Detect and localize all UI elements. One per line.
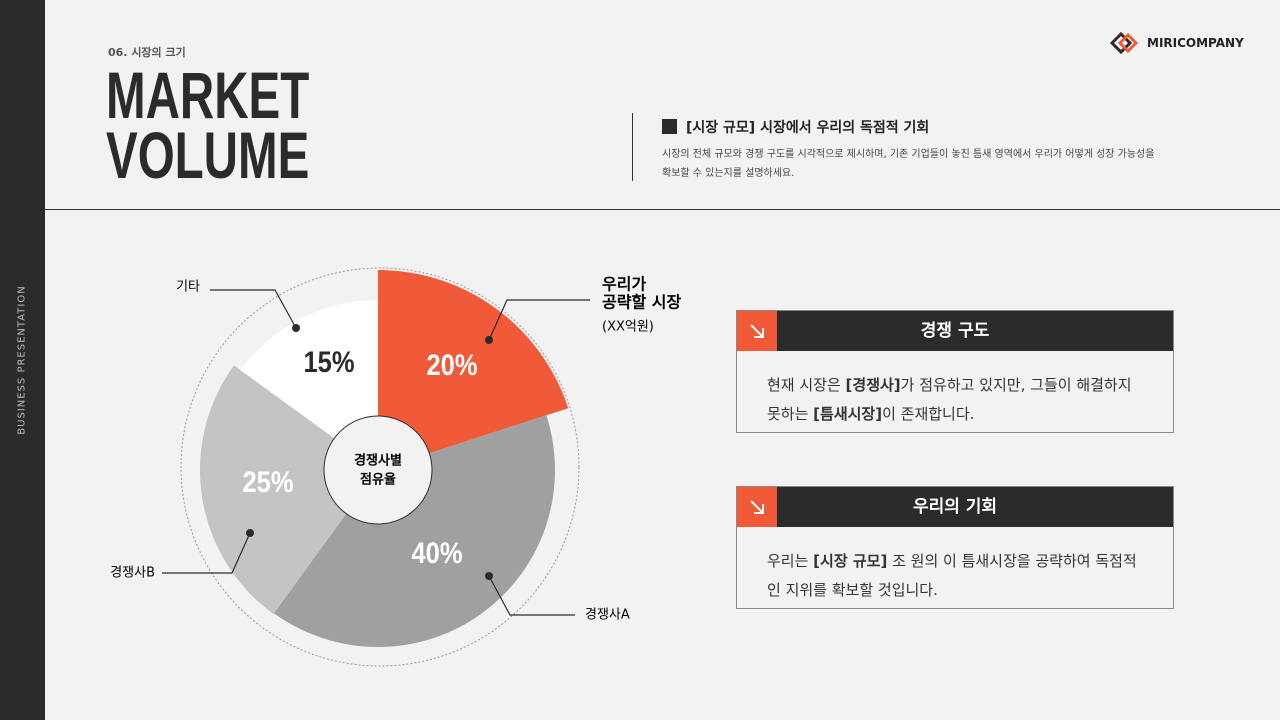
leader-dot: [292, 324, 300, 332]
intro-body: 시장의 전체 규모와 경쟁 구도를 시각적으로 제시하며, 기존 기업들이 놓친…: [662, 149, 1155, 179]
card-text: 우리는: [767, 552, 814, 570]
category-label: 경쟁사A: [585, 608, 630, 623]
card-text: [틈새시장]: [813, 405, 883, 423]
intro-title: [시장 규모] 시장에서 우리의 독점적 기회: [662, 117, 929, 137]
card-header: 경쟁 구도: [737, 311, 1173, 351]
arrow-icon: [750, 324, 764, 338]
card-body: 우리는 [시장 규모] 조 원의 이 틈새시장을 공략하여 독점적인 지위를 확…: [737, 527, 1173, 608]
pie-slice: [378, 270, 569, 470]
leader-line: [210, 289, 297, 329]
value-label: 40%: [411, 536, 462, 569]
pie-slice: [273, 415, 555, 647]
sidebar-text: BUSINESS PRESENTATION: [16, 285, 28, 435]
divider: [45, 209, 1280, 210]
category-label: 경쟁사B: [110, 566, 155, 581]
title: VOLUME: [106, 118, 310, 192]
leader-line: [162, 532, 251, 574]
sidebar: BUSINESS PRESENTATION: [0, 0, 45, 720]
leader-dot: [246, 529, 254, 537]
card-text: [시장 규모]: [813, 552, 888, 570]
category-note: (XX억원): [602, 320, 654, 335]
card-text: [경쟁사]: [845, 376, 901, 394]
card-icon: [737, 311, 777, 351]
leader-dot: [485, 572, 493, 580]
card-header: 우리의 기회: [737, 487, 1173, 527]
logo-text: MIRICOMPANY: [1147, 36, 1244, 50]
center-label: 경쟁사별: [354, 453, 402, 469]
value-label: 20%: [426, 348, 477, 381]
leader-line: [488, 575, 575, 616]
logo-icon: [1109, 31, 1139, 55]
pie-slice: [240, 300, 378, 470]
title: MARKET: [106, 58, 310, 132]
card-text: 조 원의 이 틈새시장을 공략하여 독점적인 지위를 확보할 것입니다.: [767, 552, 1137, 599]
guide-circle: [180, 267, 580, 667]
section-label: 06. 시장의 크기: [108, 46, 186, 59]
card-text: 이 존재합니다.: [882, 405, 975, 423]
card-body: 현재 시장은 [경쟁사]가 점유하고 있지만, 그들이 해결하지 못하는 [틈새…: [737, 351, 1173, 432]
card-text: 가 점유하고 있지만, 그들이 해결하지 못하는: [767, 376, 1132, 423]
category-label: 공략할 시장: [602, 293, 681, 312]
center-label: 점유율: [360, 472, 396, 488]
category-label: 기타: [176, 280, 200, 295]
leader-line: [488, 299, 590, 341]
card-title: 우리의 기회: [912, 497, 998, 517]
arrow-icon: [750, 500, 764, 514]
value-label: 15%: [303, 345, 354, 378]
card-title: 경쟁 구도: [920, 321, 990, 341]
center-circle: [323, 415, 433, 525]
card-text: 현재 시장은: [767, 376, 846, 394]
value-label: 25%: [242, 465, 293, 498]
category-label: 우리가: [602, 275, 646, 294]
leader-dot: [485, 336, 493, 344]
card-icon: [737, 487, 777, 527]
pie-slice: [200, 365, 378, 615]
divider: [632, 113, 633, 181]
